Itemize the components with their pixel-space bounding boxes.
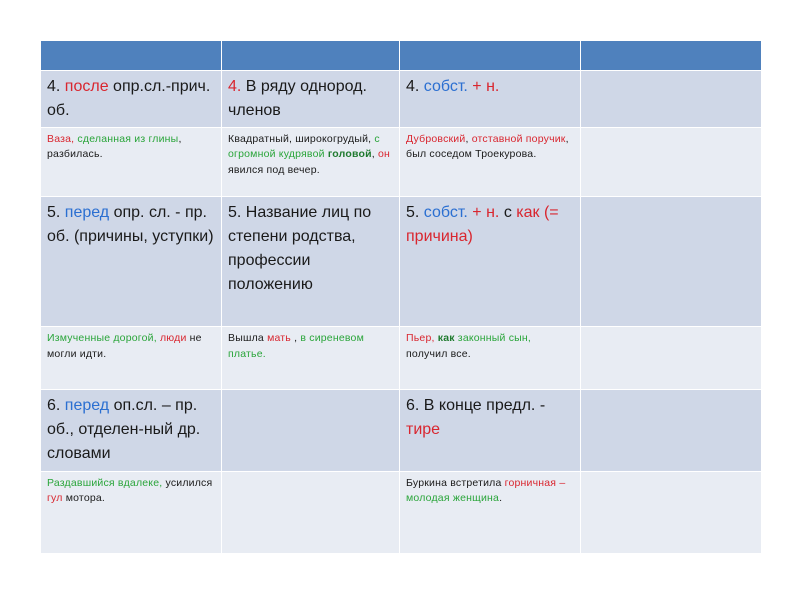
cell-text: собст. [423,203,468,221]
cell-text: мотора. [62,492,106,505]
rule-cell: 6. В конце предл. - тире [399,389,581,472]
example-cell: Буркина встретила горничная – молодая же… [399,470,581,555]
grammar-table: 4. после опр.сл.-прич. об. 4. В ряду одн… [40,40,762,555]
rule-cell: 4. собст. + н. [399,69,581,128]
cell-text: 5. [47,203,65,221]
cell-text: сделанная из глины [77,132,179,145]
cell-text: он [378,148,391,161]
cell-text: + [467,203,487,221]
table-row: 6. перед оп.сл. – пр. об., отделен-ный д… [40,389,762,472]
cell-text: 4. [406,77,424,95]
cell-text: В ряду однород. членов [228,77,367,119]
table-row: Раздавшийся вдалеке, усилился гул мотора… [40,470,762,555]
header-cell-1 [40,40,222,71]
cell-text: 6. В конце предл. - [406,397,546,415]
cell-text: Дубровский [406,132,466,145]
rule-cell: 6. перед оп.сл. – пр. об., отделен-ный д… [40,389,222,472]
rule-cell: 5. перед опр. сл. - пр. об. (причины, ус… [40,195,222,328]
cell-text: (= причина) [406,203,559,245]
cell-text: после [64,77,109,95]
example-cell: Вышла мать , в сиреневом платье. [221,326,400,391]
header-cell-3 [399,40,581,71]
cell-text: н. [486,203,500,221]
cell-text: – [556,476,566,489]
cell-text: опр. сл. - пр. об. (причины, уступки) [47,203,214,245]
cell-text: 4. [228,77,242,95]
cell-text: 5. [406,203,424,221]
cell-text: 6. [47,397,65,415]
empty-cell [580,195,762,328]
cell-text: Измученные дорогой, [47,332,160,345]
header-row [40,40,762,71]
table-row: Измученные дорогой, люди не могли идти. … [40,326,762,391]
cell-text: , был соседом Троекурова. [406,132,569,161]
cell-text: , [290,332,301,345]
header-cell-2 [221,40,400,71]
cell-text: гул [47,492,63,505]
cell-text: мать [267,332,291,345]
cell-text: отставной поручик [471,132,566,145]
cell-text: головой [327,148,372,161]
empty-cell [221,389,400,472]
cell-text: собст. [423,77,468,95]
empty-cell [580,389,762,472]
cell-text: + [467,77,487,95]
cell-text: Квадратный, широкогрудый, [228,132,375,145]
cell-text: перед [64,397,110,415]
cell-text: с огромной кудрявой [228,132,380,161]
cell-text: законный сын, [454,332,532,345]
cell-text: оп.сл. – пр. об., отделен-ный др. словам… [47,397,201,463]
cell-text: , [371,148,378,161]
cell-text: с [499,203,517,221]
cell-text: 4. [47,77,65,95]
empty-cell [580,326,762,391]
cell-text: , [465,132,472,145]
example-cell: Ваза, сделанная из глины, разбилась. [40,126,222,197]
cell-text: н. [486,77,500,95]
example-cell: Раздавшийся вдалеке, усилился гул мотора… [40,470,222,555]
cell-text: Пьер, [406,332,438,345]
cell-text: молодая женщина [406,492,500,505]
cell-text: 5. Название лиц по степени родства, проф… [228,203,372,293]
empty-cell [580,126,762,197]
cell-text: опр.сл.-прич. об. [47,77,211,119]
example-cell: Квадратный, широкогрудый, с огромной куд… [221,126,400,197]
cell-text: люди [159,332,187,345]
cell-text: Буркина встретила [406,476,505,489]
cell-text: получил все. [406,347,471,360]
cell-text: Ваза, [47,132,78,145]
example-cell: Дубровский, отставной поручик, был сосед… [399,126,581,197]
cell-text: в сиреневом платье. [228,332,364,360]
empty-cell [580,470,762,555]
rule-cell: 5. собст. + н. с как (= причина) [399,195,581,328]
table-row: Ваза, сделанная из глины, разбилась. Ква… [40,126,762,197]
table-row: 5. перед опр. сл. - пр. об. (причины, ус… [40,195,762,328]
cell-text: горничная [504,476,557,489]
cell-text: . [499,492,503,505]
cell-text: усилился [162,476,213,489]
header-cell-4 [580,40,762,71]
cell-text: перед [64,203,110,221]
example-cell: Пьер, как законный сын, получил все. [399,326,581,391]
cell-text: Вышла [228,332,268,345]
cell-text: не могли идти. [47,332,202,360]
cell-text: , разбилась. [47,132,182,161]
cell-text: как [516,203,540,221]
rule-cell: 4. В ряду однород. членов [221,69,400,128]
example-cell: Измученные дорогой, люди не могли идти. [40,326,222,391]
cell-text: тире [406,421,441,439]
rule-cell: 5. Название лиц по степени родства, проф… [221,195,400,328]
rule-cell: 4. после опр.сл.-прич. об. [40,69,222,128]
empty-cell [221,470,400,555]
table-row: 4. после опр.сл.-прич. об. 4. В ряду одн… [40,69,762,128]
empty-cell [580,69,762,128]
cell-text: как [437,332,455,345]
cell-text: явился под вечер. [228,163,320,176]
cell-text: Раздавшийся вдалеке, [47,476,163,489]
